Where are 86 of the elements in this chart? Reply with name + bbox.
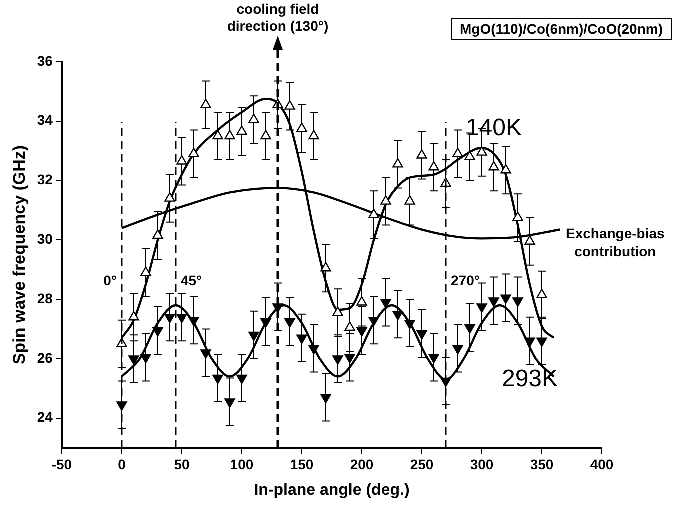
x-tick-label: 200 — [350, 456, 374, 472]
point — [140, 354, 152, 364]
point — [392, 158, 404, 168]
point — [200, 350, 212, 360]
y-tick-label: 24 — [37, 409, 54, 426]
point — [236, 126, 248, 136]
y-axis-title: Spin wave frequency (GHz) — [10, 145, 29, 365]
point — [224, 130, 236, 140]
point — [152, 230, 164, 240]
ref-line-label: 270° — [450, 272, 480, 289]
series-label: 293K — [502, 365, 558, 392]
point — [488, 298, 500, 308]
point — [164, 314, 176, 324]
point — [176, 314, 188, 324]
point — [488, 161, 500, 171]
y-tick-label: 36 — [37, 52, 54, 69]
x-tick-label: 150 — [290, 456, 314, 472]
point — [212, 374, 224, 384]
point — [260, 318, 272, 328]
point — [248, 114, 260, 124]
point — [512, 212, 524, 222]
x-tick-label: 0 — [118, 456, 126, 472]
point — [284, 100, 296, 110]
point — [464, 150, 476, 160]
point — [500, 294, 512, 304]
x-tick-label: -50 — [52, 456, 72, 472]
x-tick-label: 50 — [174, 456, 190, 472]
point — [296, 334, 308, 344]
y-tick-label: 28 — [37, 290, 54, 306]
point — [536, 338, 548, 348]
point — [392, 311, 404, 320]
point — [464, 324, 476, 334]
point — [164, 192, 176, 202]
point — [284, 318, 296, 328]
ref-line-label: 0° — [104, 272, 117, 289]
point — [380, 299, 392, 309]
point — [308, 345, 320, 355]
ref-line-label: cooling field direction (130°) — [227, 0, 329, 34]
x-tick-label: 100 — [230, 456, 254, 472]
point — [500, 164, 512, 174]
point — [380, 195, 392, 205]
x-tick-label: 250 — [410, 456, 434, 472]
point — [428, 161, 440, 171]
point — [452, 148, 464, 158]
point — [524, 236, 536, 245]
point — [416, 149, 428, 159]
point — [320, 394, 332, 404]
point — [200, 98, 212, 108]
point — [404, 195, 416, 205]
point — [452, 345, 464, 355]
text: MgO(110)/Co(6nm)/CoO(20nm) — [450, 18, 672, 40]
x-tick-label: 400 — [590, 456, 614, 472]
point — [296, 122, 308, 132]
x-tick-label: 350 — [530, 456, 554, 472]
point — [188, 148, 200, 158]
point — [248, 332, 260, 342]
point — [404, 320, 416, 330]
x-tick-label: 300 — [470, 456, 494, 472]
series-label: 140K — [466, 114, 522, 142]
y-tick-label: 34 — [37, 112, 54, 128]
series-label: Exchange-bias contribution — [566, 226, 666, 260]
point — [260, 130, 272, 140]
point — [236, 374, 248, 384]
ref-line-label: 45° — [180, 272, 202, 289]
point — [176, 155, 188, 165]
point — [224, 398, 236, 408]
point — [332, 356, 344, 366]
point — [416, 330, 428, 340]
point — [128, 356, 140, 366]
point — [428, 354, 440, 364]
x-axis-title: In-plane angle (deg.) — [254, 482, 410, 499]
y-tick-label: 32 — [37, 172, 54, 188]
point — [212, 130, 224, 140]
point — [368, 208, 380, 218]
point — [476, 304, 488, 314]
point — [512, 298, 524, 308]
y-tick-label: 30 — [37, 231, 54, 248]
point — [308, 130, 320, 140]
point — [152, 327, 164, 337]
point — [188, 316, 200, 326]
point — [368, 316, 380, 326]
y-tick-label: 26 — [37, 350, 54, 366]
point — [356, 327, 368, 337]
point — [344, 354, 356, 364]
point — [524, 338, 536, 348]
point — [476, 146, 488, 156]
